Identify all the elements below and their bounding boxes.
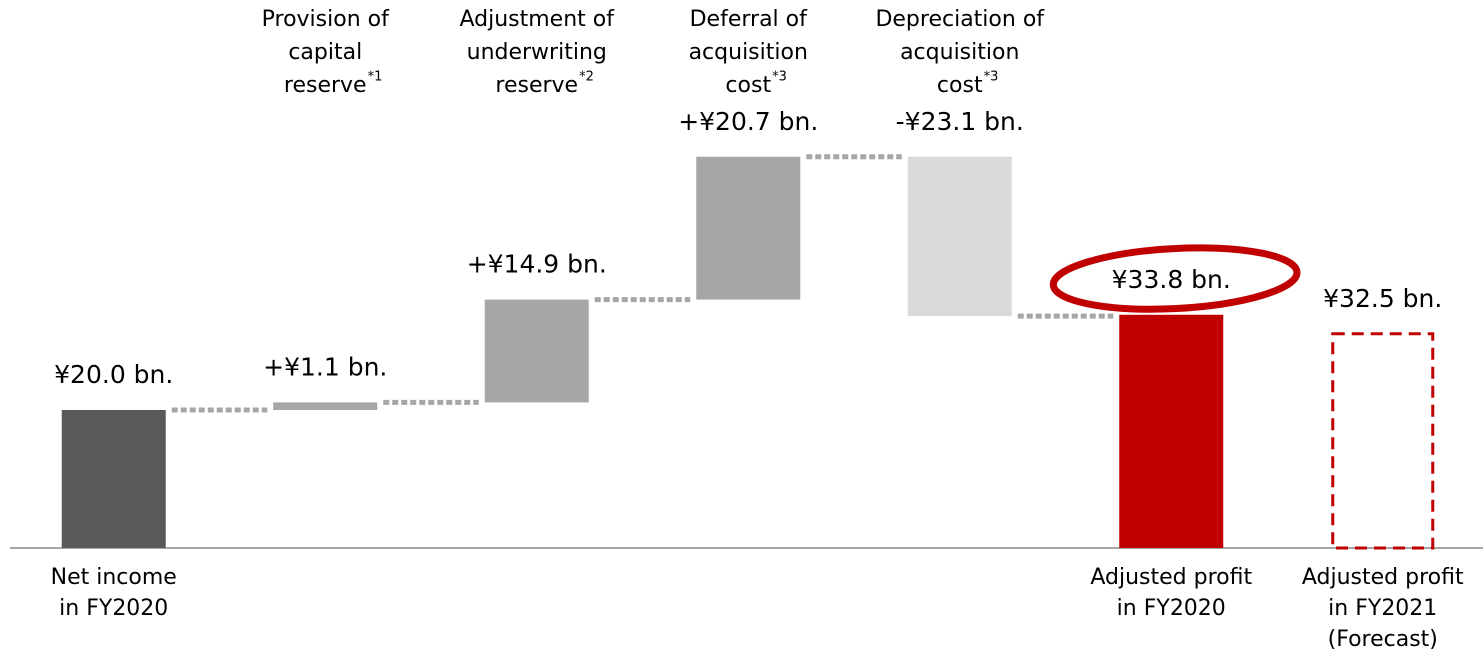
x-tick-label: in FY2020 <box>59 596 168 621</box>
x-tick-label: Adjusted profit <box>1302 565 1464 590</box>
value-label: +¥14.9 bn. <box>467 250 607 279</box>
step-label-note: *3 <box>984 70 999 85</box>
bar <box>61 410 166 548</box>
step-label: acquisition <box>900 40 1019 65</box>
x-tick-label: (Forecast) <box>1328 627 1438 652</box>
x-tick-label: in FY2020 <box>1117 596 1226 621</box>
step-label: acquisition <box>689 40 808 65</box>
value-label: ¥33.8 bn. <box>1112 265 1231 294</box>
step-label-note: *3 <box>772 70 787 85</box>
value-label: +¥1.1 bn. <box>263 352 387 381</box>
step-label-note: *2 <box>579 70 594 85</box>
value-label: ¥20.0 bn. <box>54 360 173 389</box>
step-label: capital <box>288 40 362 65</box>
step-label: Provision of <box>262 7 390 32</box>
value-label: ¥32.5 bn. <box>1323 284 1442 313</box>
bar <box>1119 314 1224 548</box>
bar <box>696 156 801 300</box>
bar <box>1331 332 1435 550</box>
step-label: underwriting <box>467 40 607 65</box>
bar <box>484 299 589 403</box>
bar <box>273 402 378 410</box>
value-label: +¥20.7 bn. <box>678 107 818 136</box>
step-label-note: *1 <box>368 70 383 85</box>
step-label: Deferral of <box>690 7 809 32</box>
x-tick-label: Adjusted profit <box>1090 565 1252 590</box>
x-tick-label: in FY2021 <box>1328 596 1437 621</box>
highlight-ring <box>1049 244 1301 313</box>
step-label: reserve <box>495 73 578 98</box>
step-label: reserve <box>284 73 367 98</box>
step-label: cost <box>725 73 771 98</box>
step-label: Adjustment of <box>459 7 615 32</box>
bar <box>907 156 1012 317</box>
value-label: -¥23.1 bn. <box>896 107 1024 136</box>
step-label: cost <box>937 73 983 98</box>
step-label: Depreciation of <box>875 7 1045 32</box>
x-tick-label: Net income <box>51 565 177 590</box>
